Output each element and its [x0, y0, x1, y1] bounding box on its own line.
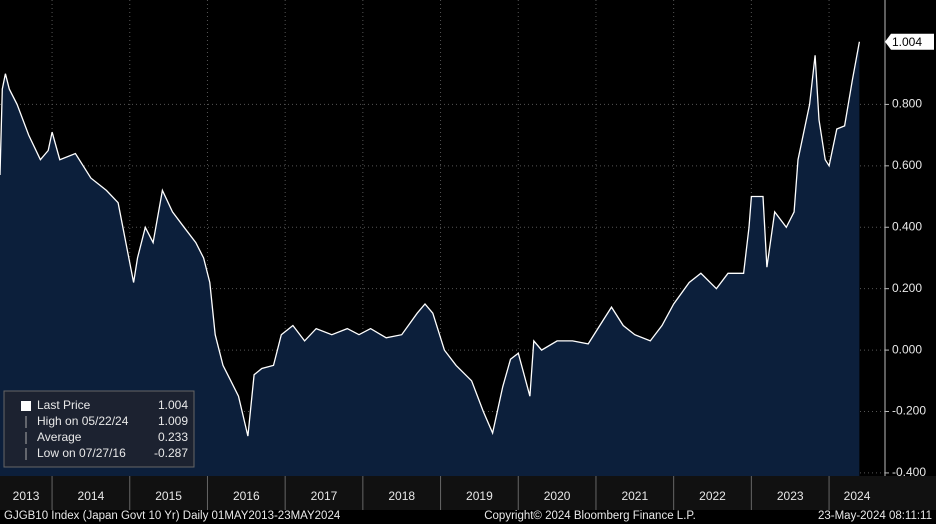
legend-value: -0.287	[154, 446, 188, 460]
legend: Last Price 1.004 High on 05/22/24 1.009 Aver…	[3, 390, 195, 468]
y-tick-label: 0.000	[892, 342, 922, 356]
legend-swatch	[21, 401, 31, 411]
x-tick-label: 2014	[78, 489, 105, 503]
x-tick-label: 2016	[233, 489, 260, 503]
x-tick-label: 2022	[699, 489, 726, 503]
legend-label: Low on 07/27/16	[37, 446, 126, 460]
legend-label: High on 05/22/24	[37, 414, 129, 428]
area-fill	[0, 41, 860, 477]
x-axis-band	[0, 476, 936, 510]
legend-box	[3, 390, 195, 468]
y-tick-label: -0.200	[892, 404, 926, 418]
y-tick-label: -0.400	[892, 465, 926, 479]
x-tick-label: 2013	[13, 489, 40, 503]
y-tick-label: 0.600	[892, 158, 922, 172]
footer-right: 23-May-2024 08:11:11	[818, 510, 932, 522]
x-tick-label: 2018	[388, 489, 415, 503]
footer-left: GJGB10 Index (Japan Govt 10 Yr) Daily 01…	[4, 510, 341, 522]
x-tick-label: 2019	[466, 489, 493, 503]
legend-value: 0.233	[158, 430, 188, 444]
x-tick-label: 2021	[621, 489, 648, 503]
y-tick-label: 0.200	[892, 281, 922, 295]
legend-label: Average	[37, 430, 82, 444]
price-line	[0, 41, 861, 437]
x-tick-label: 2023	[777, 489, 804, 503]
x-tick-label: 2024	[844, 489, 871, 503]
last-price-tag	[885, 33, 934, 50]
footer-center: Copyright© 2024 Bloomberg Finance L.P.	[484, 510, 696, 522]
x-tick-label: 2017	[311, 489, 338, 503]
legend-value: 1.009	[158, 414, 188, 428]
y-tick-label: 0.800	[892, 97, 922, 111]
x-tick-label: 2015	[155, 489, 182, 503]
legend-label: Last Price	[37, 398, 91, 412]
y-tick-label: 0.400	[892, 219, 922, 233]
last-price-tag-label: 1.004	[892, 35, 922, 49]
legend-value: 1.004	[158, 398, 188, 412]
x-tick-label: 2020	[544, 489, 571, 503]
